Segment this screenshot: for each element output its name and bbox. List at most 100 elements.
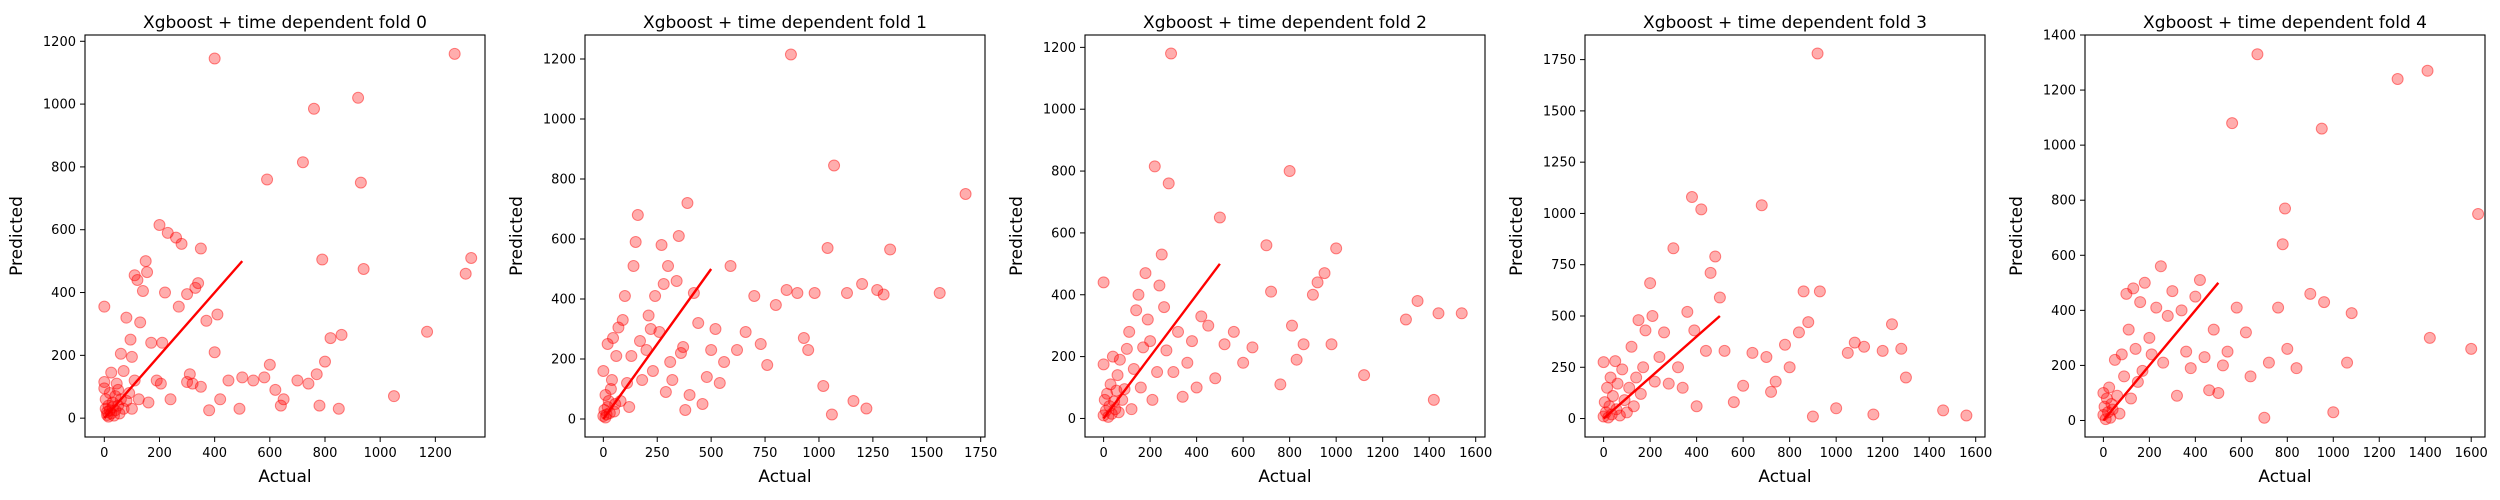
data-point bbox=[884, 243, 897, 256]
data-point bbox=[784, 48, 797, 61]
data-point bbox=[1704, 266, 1717, 279]
data-point bbox=[1627, 400, 1640, 413]
data-point bbox=[161, 226, 174, 239]
data-point bbox=[186, 377, 199, 390]
data-point bbox=[159, 286, 171, 299]
x-axis-label: Actual bbox=[2258, 467, 2311, 487]
data-point bbox=[1960, 409, 1973, 422]
data-point bbox=[269, 383, 282, 396]
data-point bbox=[352, 91, 365, 104]
data-point bbox=[1155, 248, 1168, 261]
y-tick-label: 1500 bbox=[1543, 104, 1576, 119]
data-point bbox=[605, 374, 618, 386]
data-point bbox=[117, 402, 130, 415]
data-point bbox=[2161, 309, 2174, 322]
data-point bbox=[601, 338, 614, 350]
data-point bbox=[222, 374, 235, 387]
axes-frame bbox=[584, 34, 986, 438]
y-tick-label: 600 bbox=[51, 223, 76, 238]
data-point bbox=[1185, 335, 1198, 348]
data-point bbox=[192, 277, 205, 290]
data-point bbox=[1318, 267, 1331, 280]
data-point bbox=[189, 281, 202, 294]
data-point bbox=[840, 287, 853, 299]
data-point bbox=[1653, 351, 1666, 364]
data-point bbox=[821, 242, 834, 254]
data-point bbox=[1167, 366, 1180, 379]
data-point bbox=[662, 260, 675, 272]
reference-line bbox=[103, 260, 244, 419]
data-point bbox=[2115, 348, 2128, 361]
data-point bbox=[156, 336, 169, 349]
data-point bbox=[1112, 406, 1125, 419]
data-point bbox=[1830, 402, 1843, 415]
data-point bbox=[1876, 344, 1889, 357]
data-point bbox=[877, 288, 890, 301]
data-point bbox=[1227, 325, 1240, 338]
data-point bbox=[2341, 356, 2354, 369]
data-point bbox=[2134, 296, 2147, 309]
y-tick-label: 800 bbox=[1051, 165, 1076, 180]
data-point bbox=[1311, 276, 1324, 289]
data-point bbox=[604, 383, 617, 395]
data-point bbox=[2108, 353, 2121, 366]
data-point bbox=[636, 374, 649, 386]
data-point bbox=[2193, 274, 2206, 287]
reference-line bbox=[602, 268, 713, 420]
data-point bbox=[1634, 387, 1647, 400]
data-point bbox=[203, 404, 216, 417]
reference-line bbox=[1102, 263, 1221, 420]
data-point bbox=[718, 356, 731, 368]
data-point bbox=[646, 365, 659, 377]
data-point bbox=[1760, 351, 1773, 364]
data-point bbox=[172, 300, 185, 313]
x-tick-label: 1750 bbox=[964, 446, 997, 461]
data-point bbox=[1213, 211, 1226, 224]
data-point bbox=[112, 383, 125, 396]
data-point bbox=[1792, 326, 1805, 339]
data-point bbox=[99, 393, 112, 406]
data-point bbox=[200, 314, 213, 327]
data-point bbox=[319, 355, 331, 368]
data-point bbox=[1813, 285, 1826, 298]
data-point bbox=[1134, 381, 1147, 394]
data-point bbox=[2315, 122, 2328, 135]
data-point bbox=[139, 255, 152, 268]
data-point bbox=[1202, 319, 1215, 332]
data-point bbox=[2423, 331, 2436, 344]
data-point bbox=[103, 387, 116, 400]
data-point bbox=[247, 374, 260, 387]
y-tick-label: 200 bbox=[2051, 359, 2076, 374]
data-point bbox=[1658, 326, 1671, 339]
data-point bbox=[307, 102, 320, 115]
data-point bbox=[1885, 318, 1898, 331]
data-point bbox=[713, 377, 726, 389]
y-tick-label: 1000 bbox=[2043, 139, 2076, 154]
data-point bbox=[154, 377, 167, 390]
data-point bbox=[1111, 369, 1124, 382]
y-tick-label: 400 bbox=[1051, 288, 1076, 303]
scatter-points bbox=[597, 48, 972, 424]
data-point bbox=[1110, 384, 1123, 397]
data-point bbox=[136, 284, 149, 297]
data-point bbox=[1755, 199, 1768, 212]
subplot-fold-4: 0 200 400 600 800 1000 1200 1400 1600 0 200 400 600 8… bbox=[2007, 13, 2488, 487]
x-tick-label: 1600 bbox=[2455, 446, 2488, 461]
data-point bbox=[170, 231, 183, 244]
data-point bbox=[664, 356, 677, 368]
data-point bbox=[672, 230, 685, 242]
data-point bbox=[1285, 319, 1298, 332]
data-point bbox=[677, 341, 690, 353]
data-point bbox=[618, 290, 631, 302]
y-tick-label: 1200 bbox=[2043, 84, 2076, 99]
data-point bbox=[856, 278, 869, 290]
data-point bbox=[1411, 294, 1424, 307]
data-point bbox=[1139, 267, 1152, 280]
data-point bbox=[1604, 371, 1617, 384]
data-point bbox=[1137, 341, 1150, 354]
data-point bbox=[1625, 340, 1638, 353]
x-tick-label: 1200 bbox=[2363, 446, 2396, 461]
data-point bbox=[128, 374, 141, 387]
data-point bbox=[2175, 304, 2188, 317]
data-point bbox=[277, 393, 290, 406]
